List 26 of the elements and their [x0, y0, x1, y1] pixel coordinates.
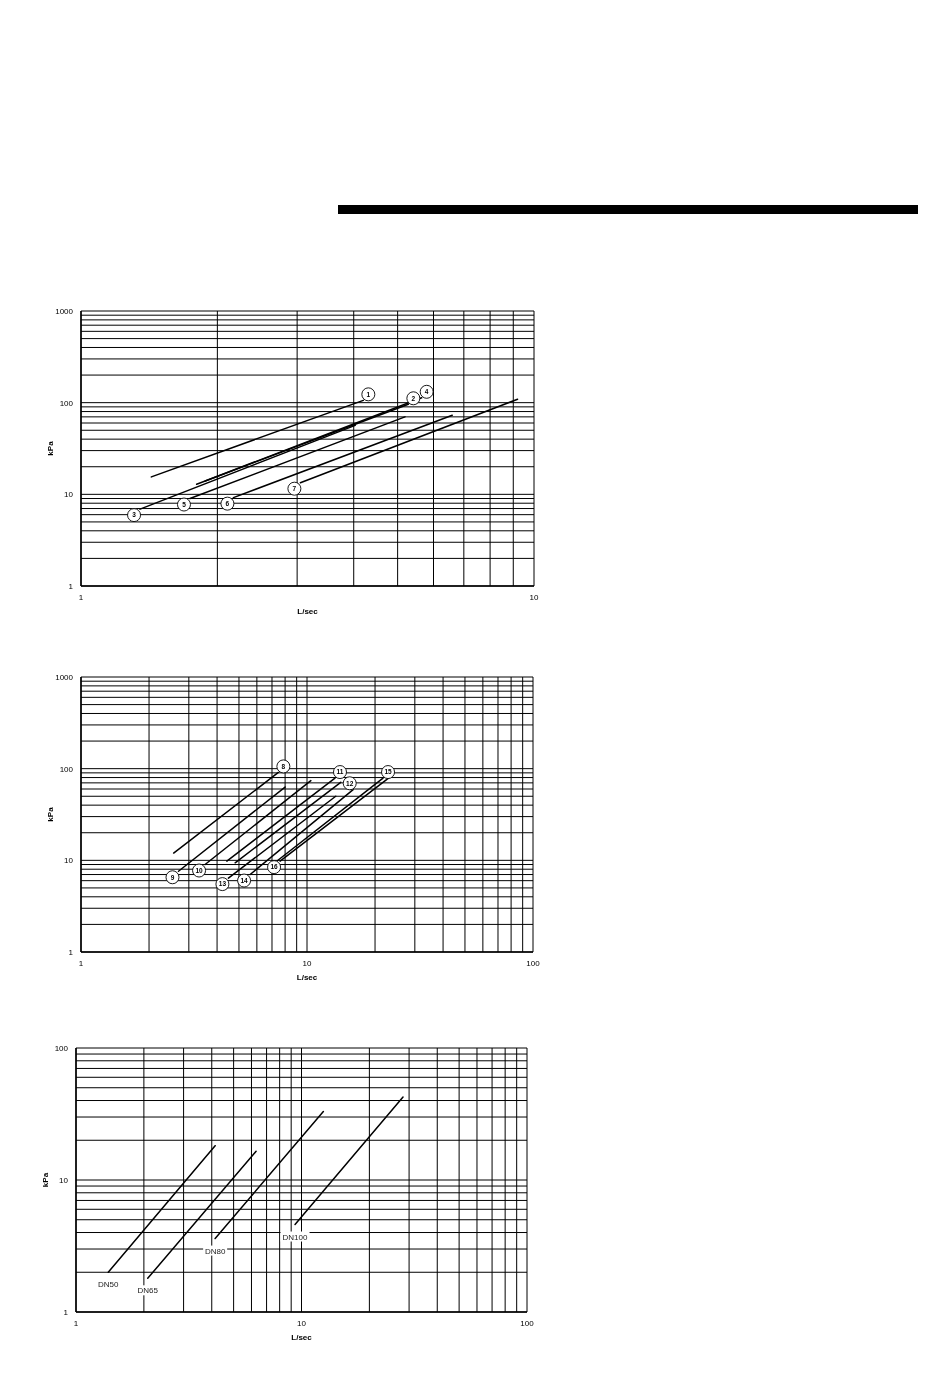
y-tick-label: 100 [59, 398, 74, 408]
y-axis-title: kPa [41, 1172, 51, 1188]
series-label: DN80 [204, 1246, 226, 1256]
y-tick-label: 1000 [55, 672, 74, 682]
y-axis-title: kPa [46, 806, 56, 822]
y-tick-label: 100 [54, 1043, 69, 1053]
x-tick-label: 100 [526, 958, 541, 968]
x-axis-title: L/sec [291, 1333, 313, 1342]
x-tick-label: 10 [297, 1318, 307, 1328]
series-label: DN100 [282, 1232, 309, 1242]
y-tick-label: 100 [59, 764, 74, 774]
y-tick-label: 1 [68, 947, 74, 957]
y-tick-label: 10 [64, 856, 74, 866]
x-axis-title: L/sec [297, 607, 319, 616]
y-tick-label: 10 [64, 490, 74, 500]
x-tick-label: 100 [520, 1318, 535, 1328]
y-tick-label: 1000 [55, 306, 74, 316]
y-tick-label: 10 [59, 1175, 69, 1185]
x-axis-title: L/sec [296, 973, 318, 982]
series-label: DN65 [137, 1286, 159, 1296]
y-tick-label: 1 [68, 581, 74, 591]
series-label: DN50 [98, 1280, 120, 1290]
y-axis-title: kPa [46, 440, 56, 456]
x-tick-label: 1 [78, 958, 84, 968]
y-tick-label: 1 [63, 1307, 69, 1317]
x-tick-label: 10 [302, 958, 312, 968]
